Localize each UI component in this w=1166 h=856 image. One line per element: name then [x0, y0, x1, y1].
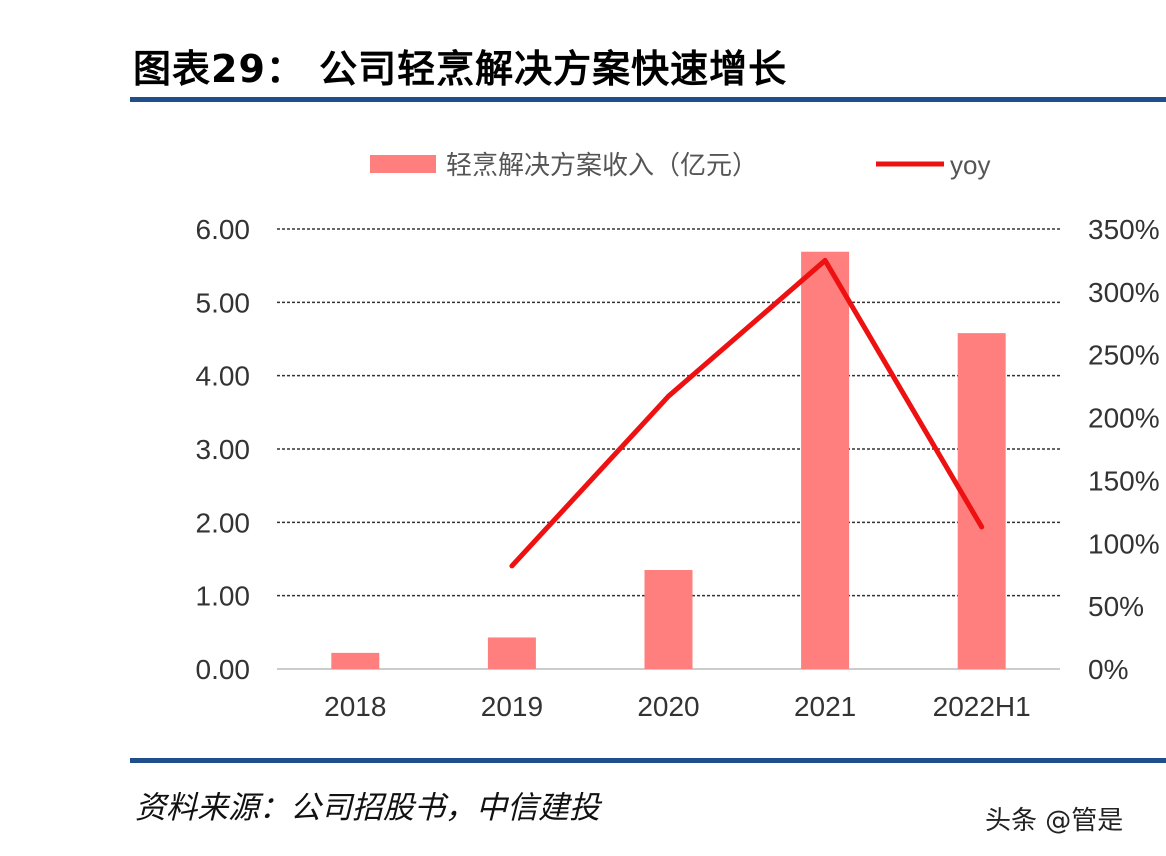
- left-tick-label: 1.00: [196, 581, 251, 612]
- bar-2019: [487, 637, 536, 669]
- bar-2021: [801, 251, 850, 669]
- legend-bar-label: 轻烹解决方案收入（亿元）: [446, 150, 758, 180]
- left-tick-label: 4.00: [196, 361, 251, 392]
- right-tick-label: 250%: [1088, 340, 1160, 371]
- left-tick-label: 6.00: [196, 214, 251, 245]
- chart-title: 图表29： 公司轻烹解决方案快速增长: [133, 47, 788, 91]
- right-tick-label: 100%: [1088, 528, 1160, 559]
- x-tick-label: 2019: [481, 691, 543, 722]
- watermark: 头条 @管是: [985, 806, 1124, 836]
- x-tick-label: 2022H1: [933, 691, 1031, 722]
- yoy-line: [509, 257, 985, 569]
- top-rule: [130, 97, 1166, 102]
- legend-bar-swatch: [370, 155, 436, 173]
- right-tick-label: 300%: [1088, 277, 1160, 308]
- bar-2020: [644, 570, 693, 669]
- left-tick-label: 0.00: [196, 654, 251, 685]
- right-tick-label: 350%: [1088, 214, 1160, 245]
- right-tick-label: 0%: [1088, 654, 1128, 685]
- x-tick-label: 2021: [794, 691, 856, 722]
- x-tick-label: 2020: [637, 691, 699, 722]
- right-tick-label: 200%: [1088, 403, 1160, 434]
- x-tick-label: 2018: [324, 691, 386, 722]
- bottom-rule: [130, 758, 1166, 763]
- right-tick-label: 50%: [1088, 591, 1144, 622]
- left-tick-label: 5.00: [196, 287, 251, 318]
- left-tick-label: 2.00: [196, 507, 251, 538]
- right-tick-label: 150%: [1088, 465, 1160, 496]
- legend-line-label: yoy: [950, 150, 990, 180]
- source-note: 资料来源：公司招股书，中信建投: [135, 790, 600, 826]
- chart: 0.00 1.00 2.00 3.00 4.00 5.00 6.00 0% 50% 100% 150…: [196, 150, 1160, 722]
- bar-2018: [331, 652, 380, 669]
- left-tick-label: 3.00: [196, 434, 251, 465]
